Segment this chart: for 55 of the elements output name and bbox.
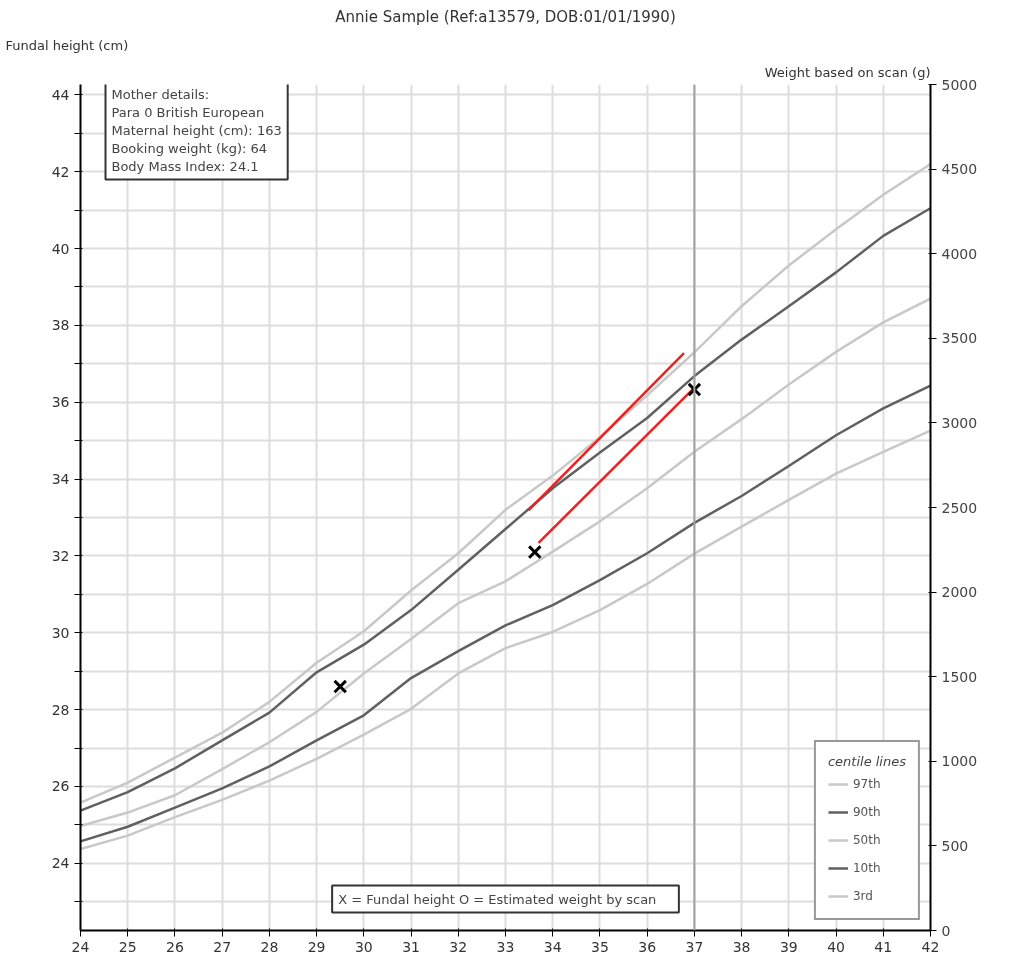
y2-tick-label: 1500 xyxy=(941,668,978,685)
x-tick-label: 28 xyxy=(260,938,279,955)
y2-axis-title: Weight based on scan (g) xyxy=(764,64,931,80)
chart-title: Annie Sample (Ref:a13579, DOB:01/01/1990) xyxy=(335,7,676,26)
annotation: Mother details: Para 0 British European Maternal height (cm): 163 Booking weight (kg): 64 Body Mass Index: 24.1 xyxy=(111,86,282,174)
y2-tick-label: 500 xyxy=(941,837,969,854)
y-tick-label: 42 xyxy=(51,163,70,180)
line-series xyxy=(80,297,931,828)
point xyxy=(527,544,542,560)
y-tick-label: 40 xyxy=(51,240,70,257)
y-tick-label: 30 xyxy=(51,624,70,641)
y2-tick-label: 1000 xyxy=(941,753,978,770)
x-tick-label: 31 xyxy=(402,938,420,955)
x-tick-label: 38 xyxy=(732,938,751,955)
y-axis-title: Fundal height (cm) xyxy=(5,37,129,53)
y2-tick-label: 0 xyxy=(941,922,951,939)
y-tick-label: 34 xyxy=(51,471,70,488)
y2-tick-label: 3000 xyxy=(941,414,978,431)
x-tick-label: 42 xyxy=(921,938,940,955)
x-tick-label: 29 xyxy=(307,938,326,955)
legend-label: 10th xyxy=(852,861,881,875)
annotation: X = Fundal height O = Estimated weight by scan xyxy=(338,891,657,907)
x-tick-label: 33 xyxy=(496,938,515,955)
y-tick-label: 28 xyxy=(51,701,70,718)
x-tick-label: 36 xyxy=(638,938,657,955)
y2-tick-label: 5000 xyxy=(941,76,978,93)
y-tick-label: 44 xyxy=(51,86,70,103)
legend-label: 50th xyxy=(852,833,881,847)
y2-tick-label: 2000 xyxy=(941,584,978,601)
x-tick-label: 37 xyxy=(685,938,704,955)
point xyxy=(333,679,348,694)
legend-title: centile lines xyxy=(827,754,906,769)
y2-tick-label: 3500 xyxy=(941,330,978,347)
x-tick-label: 26 xyxy=(166,938,184,955)
x-tick-label: 34 xyxy=(543,938,562,955)
x-tick-label: 35 xyxy=(591,938,609,955)
legend-label: 3rd xyxy=(852,889,873,903)
y-tick-label: 38 xyxy=(51,317,70,334)
x-tick-label: 24 xyxy=(71,938,90,955)
legend-label: 90th xyxy=(852,805,881,819)
x-tick-label: 40 xyxy=(827,938,845,955)
x-tick-label: 27 xyxy=(213,938,232,955)
y2-tick-label: 4000 xyxy=(941,245,978,262)
x-tick-label: 25 xyxy=(118,938,137,955)
y-tick-label: 36 xyxy=(51,394,70,411)
x-tick-label: 32 xyxy=(449,938,468,955)
x-tick-label: 39 xyxy=(779,938,798,955)
y-tick-label: 26 xyxy=(51,778,70,795)
x-tick-label: 41 xyxy=(874,938,893,955)
y2-tick-label: 4500 xyxy=(941,161,978,178)
x-tick-label: 30 xyxy=(354,938,373,955)
y-tick-label: 32 xyxy=(51,547,70,564)
y-tick-label: 24 xyxy=(51,855,70,872)
legend-label: 97th xyxy=(852,777,881,791)
y2-tick-label: 2500 xyxy=(941,499,978,516)
